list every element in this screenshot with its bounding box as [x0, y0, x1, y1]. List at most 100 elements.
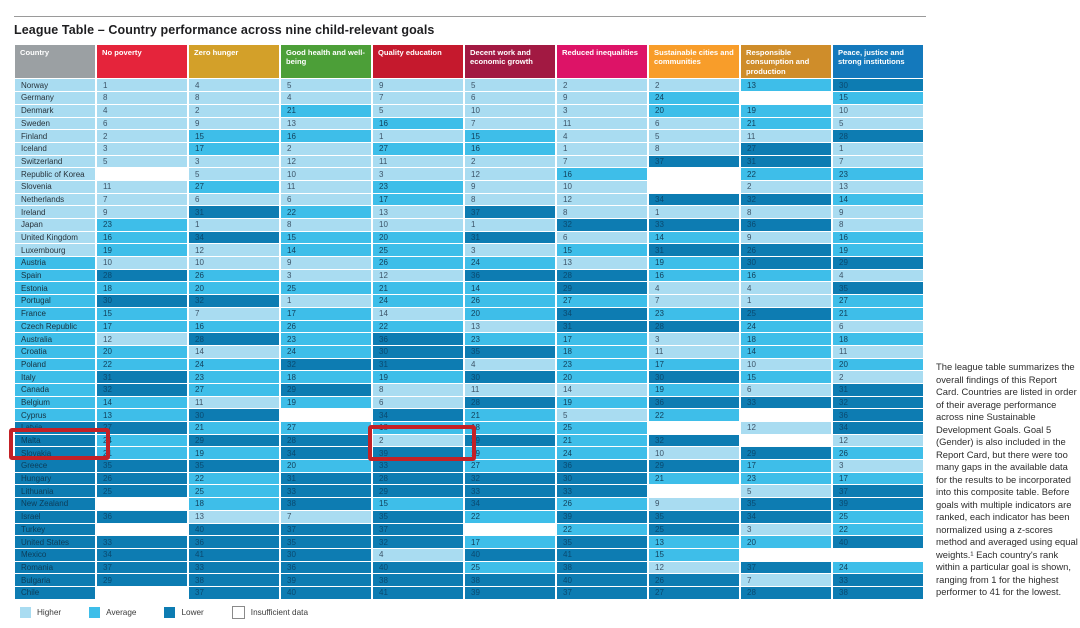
rank-cell-np	[97, 498, 187, 510]
rank-cell-qe: 36	[373, 333, 463, 345]
rank-cell-gh: 36	[281, 561, 371, 574]
rank-cell-rc: 16	[741, 269, 831, 282]
rank-cell-sc: 33	[649, 219, 739, 231]
country-cell: Romania	[15, 561, 95, 574]
rank-cell-ri: 19	[557, 396, 647, 409]
table-row: Finland 2 15 16 1 15 4 5 11 28	[15, 130, 923, 142]
rank-cell-ri: 26	[557, 498, 647, 510]
rank-cell-zh: 41	[189, 548, 279, 561]
column-header-country: Country	[15, 45, 95, 79]
rank-cell-qe: 30	[373, 345, 463, 358]
rank-cell-ri: 16	[557, 168, 647, 180]
table-row: Portugal 30 32 1 24 26 27 7 1 27	[15, 295, 923, 307]
rank-cell-gh: 20	[281, 460, 371, 472]
rank-cell-np: 25	[97, 485, 187, 498]
country-cell: Portugal	[15, 295, 95, 307]
rank-cell-qe: 35	[373, 510, 463, 523]
rank-cell-ri: 6	[557, 231, 647, 244]
rank-cell-gh: 3	[281, 269, 371, 282]
rank-cell-gh: 38	[281, 498, 371, 510]
country-cell: United Kingdom	[15, 231, 95, 244]
rank-cell-pj: 38	[833, 586, 923, 599]
rank-cell-sc: 23	[649, 307, 739, 320]
rank-cell-pj: 33	[833, 574, 923, 586]
league-table-container: Country No poverty Zero hunger Good health …	[13, 44, 925, 600]
country-cell: Bulgaria	[15, 574, 95, 586]
country-cell: Chile	[15, 586, 95, 599]
rank-cell-dw: 16	[465, 142, 555, 155]
country-cell: Finland	[15, 130, 95, 142]
rank-cell-np	[97, 586, 187, 599]
rank-cell-pj: 16	[833, 231, 923, 244]
rank-cell-qe: 29	[373, 485, 463, 498]
rank-cell-gh: 25	[281, 282, 371, 295]
country-cell: Belgium	[15, 396, 95, 409]
rank-cell-qe: 28	[373, 472, 463, 485]
rank-cell-np: 33	[97, 536, 187, 548]
table-row: Norway 1 4 5 9 5 2 2 13 30	[15, 79, 923, 92]
rank-cell-sc: 8	[649, 142, 739, 155]
rank-cell-gh: 17	[281, 307, 371, 320]
rank-cell-np: 9	[97, 206, 187, 219]
rank-cell-pj: 11	[833, 345, 923, 358]
rank-cell-gh: 6	[281, 193, 371, 206]
table-row: Slovenia 11 27 11 23 9 10 2 13	[15, 180, 923, 193]
rank-cell-zh: 35	[189, 460, 279, 472]
rank-cell-rc: 21	[741, 117, 831, 130]
higher-swatch-icon	[20, 607, 31, 618]
rank-cell-qe: 3	[373, 168, 463, 180]
rank-cell-qe: 19	[373, 371, 463, 383]
rank-cell-dw: 19	[465, 447, 555, 460]
rank-cell-zh: 3	[189, 155, 279, 168]
rank-cell-ri: 33	[557, 485, 647, 498]
rank-cell-gh: 8	[281, 219, 371, 231]
country-cell: Turkey	[15, 523, 95, 536]
rank-cell-np: 13	[97, 409, 187, 422]
rank-cell-zh: 11	[189, 396, 279, 409]
rank-cell-sc: 37	[649, 155, 739, 168]
column-header-zh: Zero hunger	[189, 45, 279, 79]
rank-cell-dw: 32	[465, 472, 555, 485]
rank-cell-gh: 27	[281, 422, 371, 434]
rank-cell-sc	[649, 168, 739, 180]
rank-cell-gh: 40	[281, 586, 371, 599]
rank-cell-np: 36	[97, 510, 187, 523]
country-cell: France	[15, 307, 95, 320]
rank-cell-dw: 17	[465, 536, 555, 548]
legend-item-insufficient: Insufficient data	[231, 606, 308, 619]
rank-cell-pj: 4	[833, 269, 923, 282]
rank-cell-rc: 35	[741, 498, 831, 510]
rank-cell-qe: 15	[373, 498, 463, 510]
rank-cell-pj: 31	[833, 383, 923, 396]
rank-cell-rc: 31	[741, 155, 831, 168]
rank-cell-ri: 13	[557, 257, 647, 269]
table-row: Austria 10 10 9 26 24 13 19 30 29	[15, 257, 923, 269]
rank-cell-rc: 2	[741, 180, 831, 193]
rank-cell-sc: 3	[649, 333, 739, 345]
table-row: Romania 37 33 36 40 25 38 12 37 24	[15, 561, 923, 574]
rank-cell-sc	[649, 180, 739, 193]
rank-cell-ri: 31	[557, 320, 647, 333]
country-cell: Canada	[15, 383, 95, 396]
rank-cell-rc: 33	[741, 396, 831, 409]
rank-cell-zh: 27	[189, 383, 279, 396]
rank-cell-ri: 21	[557, 434, 647, 447]
rank-cell-ri: 38	[557, 561, 647, 574]
rank-cell-dw: 4	[465, 358, 555, 371]
rank-cell-rc: 10	[741, 358, 831, 371]
rank-cell-sc: 32	[649, 434, 739, 447]
rank-cell-qe: 39	[373, 447, 463, 460]
rank-cell-sc: 9	[649, 498, 739, 510]
rank-cell-sc: 35	[649, 510, 739, 523]
legend-label: Average	[106, 608, 137, 617]
rank-cell-zh: 22	[189, 472, 279, 485]
rank-cell-zh: 21	[189, 422, 279, 434]
rank-cell-ri: 1	[557, 142, 647, 155]
table-row: Denmark 4 2 21 5 10 3 20 19 10	[15, 104, 923, 117]
rank-cell-gh: 4	[281, 92, 371, 104]
rank-cell-sc: 26	[649, 574, 739, 586]
rank-cell-gh: 16	[281, 130, 371, 142]
rank-cell-sc: 27	[649, 586, 739, 599]
rank-cell-zh: 6	[189, 193, 279, 206]
rank-cell-pj: 15	[833, 92, 923, 104]
